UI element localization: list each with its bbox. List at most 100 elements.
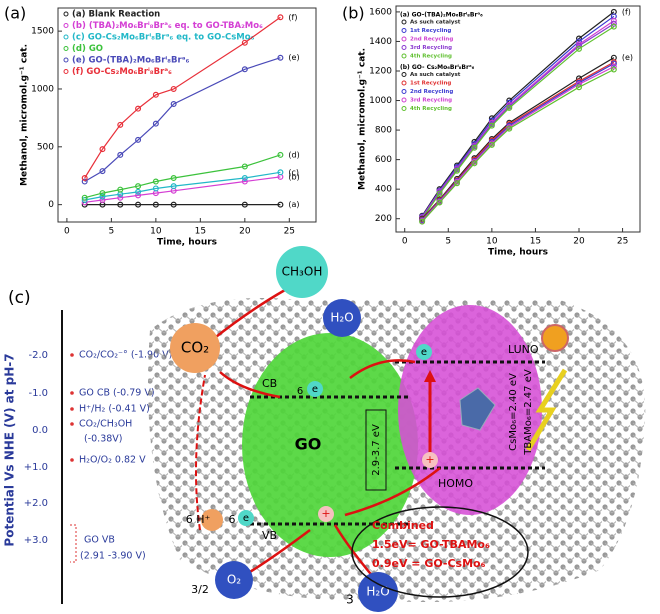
coefficient: 3 (346, 593, 354, 607)
legend-label: 2nd Recycling (410, 89, 453, 95)
legend-marker (63, 23, 69, 28)
legend-marker (63, 69, 69, 74)
y-tick-label: 1200 (369, 66, 392, 76)
panel-label: (c) (8, 288, 31, 308)
legend-title: (a) GO-(TBA)₂Mo₆Brⁱ₈Brᵃ₆ (400, 12, 483, 19)
data-point (277, 169, 284, 176)
data-point (117, 121, 124, 128)
data-point (277, 201, 284, 208)
molecule: H₂O (366, 585, 389, 599)
x-tick-label: 5 (445, 237, 451, 247)
data-point (170, 85, 177, 92)
data-point (170, 201, 177, 208)
gap-box (365, 409, 387, 491)
x-tick-label: 25 (284, 227, 295, 237)
note: GO CB (-0.79 V) (79, 388, 155, 399)
data-point (454, 180, 461, 187)
data-point (99, 193, 106, 200)
legend-marker (63, 11, 69, 17)
x-tick-label: 15 (195, 227, 206, 237)
water-bubble (358, 572, 398, 612)
hole-label: + (425, 453, 434, 466)
data-point (241, 178, 248, 185)
y-tick-label: 0 (48, 200, 54, 210)
data-point (241, 163, 248, 170)
x-tick-label: 0 (402, 237, 408, 247)
coefficient: 3/2 (191, 583, 209, 596)
end-label: (e) (288, 53, 299, 62)
data-point (152, 201, 159, 208)
legend-marker (63, 57, 69, 63)
arrow (219, 371, 281, 399)
legend-label: 3rd Recycling (410, 45, 452, 51)
note: H⁺/H₂ (-0.41 V) (79, 404, 150, 415)
legend-marker (401, 36, 407, 42)
arrow (349, 359, 416, 379)
bracket (70, 524, 77, 563)
panel-label: (b) (342, 4, 365, 23)
y-axis-label: Methanol, micromol.g⁻¹ cat. (358, 48, 368, 190)
legend-label: 4th Recycling (410, 106, 452, 112)
electron (238, 510, 254, 526)
x-tick-label: 0 (64, 227, 70, 237)
data-point (277, 151, 284, 158)
legend-label: As such catalyst (410, 20, 461, 26)
x-axis-label: Time, hours (157, 238, 217, 248)
legend-marker (63, 34, 69, 40)
data-point (117, 201, 124, 208)
legend-label: 3rd Recycling (410, 98, 452, 104)
series-line (84, 16, 281, 179)
series-line (84, 154, 281, 199)
data-point (99, 197, 106, 204)
data-point (610, 63, 617, 70)
molecule: O₂ (227, 573, 241, 587)
electron-label: e (312, 384, 318, 395)
y-tick-label: 600 (375, 155, 392, 165)
electron (416, 344, 432, 360)
data-point (506, 104, 513, 111)
data-point (454, 167, 461, 174)
x-tick-label: 10 (150, 227, 162, 237)
legend-label: (c) GO-Cs₂Mo₆Brⁱ₈Brᵃ₆ eq. to GO-CsMo₆ (72, 33, 255, 43)
molecule: 6 H⁺ (186, 513, 211, 526)
series-line (84, 57, 281, 183)
data-point (81, 178, 88, 185)
series-line (421, 23, 615, 219)
band-label: LUNO (508, 343, 539, 356)
arrowhead (424, 370, 436, 382)
potential-tick: 0.0 (32, 425, 48, 436)
gap-label: 2.9-3.7 eV (371, 424, 382, 476)
dot (70, 353, 74, 357)
data-point (488, 122, 495, 129)
gap-label: TBAMo₆=2.47 eV (523, 369, 534, 456)
methanol-bubble (276, 246, 328, 298)
data-point (152, 91, 159, 98)
potential-tick: -1.0 (28, 388, 48, 399)
end-label: (d) (288, 150, 299, 159)
molecule: CH₃OH (282, 265, 323, 279)
legend-marker (401, 19, 407, 25)
water-bubble (323, 299, 361, 337)
x-tick-label: 5 (109, 227, 115, 237)
hole-label: + (321, 507, 330, 520)
y-tick-label: 200 (375, 214, 392, 224)
legend-marker (401, 45, 407, 50)
combined-ellipse (351, 506, 529, 598)
band-label: VB (262, 529, 277, 542)
combined-label: 1.5eV= GO-TBAMo₆ (372, 538, 490, 551)
data-point (117, 186, 124, 193)
legend-label: (a) Blank Reaction (72, 10, 160, 20)
legend-label: As such catalyst (410, 72, 461, 78)
x-tick-label: 20 (573, 237, 585, 247)
gap-label: CsMo₆=2.40 eV (508, 373, 519, 451)
note: (-0.38V) (84, 434, 123, 445)
y-tick-label: 1400 (369, 37, 392, 47)
end-label: (a) (288, 200, 299, 209)
data-point (471, 160, 478, 167)
y-tick-label: 1500 (31, 27, 54, 37)
end-label: (b) (288, 172, 299, 181)
data-point (99, 190, 106, 197)
data-point (506, 125, 513, 132)
proton-bubble (201, 509, 223, 531)
